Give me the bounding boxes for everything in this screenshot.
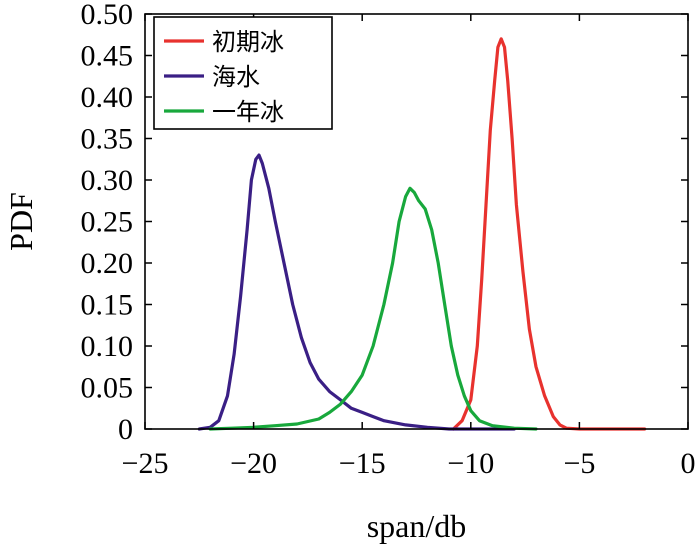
legend-label-2: 海水: [212, 63, 260, 91]
x-tick-label: −5: [563, 447, 595, 480]
series-line-2: [197, 153, 516, 431]
legend-label-1: 初期冰: [212, 28, 284, 56]
y-tick-label: 0.10: [81, 330, 134, 363]
y-tick-label: 0.20: [81, 247, 134, 280]
x-tick-label: −20: [230, 447, 277, 480]
y-tick-label: 0.50: [81, 0, 134, 31]
y-tick-label: 0.05: [81, 372, 134, 405]
y-tick-label: 0.15: [81, 289, 134, 322]
y-tick-label: 0.25: [81, 206, 134, 239]
y-tick-label: 0.35: [81, 123, 134, 156]
series-line-1: [451, 37, 647, 431]
x-tick-label: 0: [681, 447, 696, 480]
plot-area: [197, 37, 647, 431]
legend-label-3: 一年冰: [212, 98, 284, 126]
y-tick-label: 0.40: [81, 81, 134, 114]
x-tick-label: −25: [122, 447, 169, 480]
y-tick-label: 0: [118, 413, 133, 446]
axes: −25 −20 −15 −10 −5 0 0 0.05 0.10 0.15 0.20 0.25 0.30…: [3, 0, 696, 544]
y-tick-label: 0.30: [81, 164, 134, 197]
x-axis-title: span/db: [367, 508, 467, 544]
y-axis-title: PDF: [3, 192, 39, 251]
x-tick-label: −15: [339, 447, 386, 480]
series-line-3: [208, 186, 538, 431]
y-tick-label: 0.45: [81, 40, 134, 73]
x-tick-label: −10: [447, 447, 494, 480]
